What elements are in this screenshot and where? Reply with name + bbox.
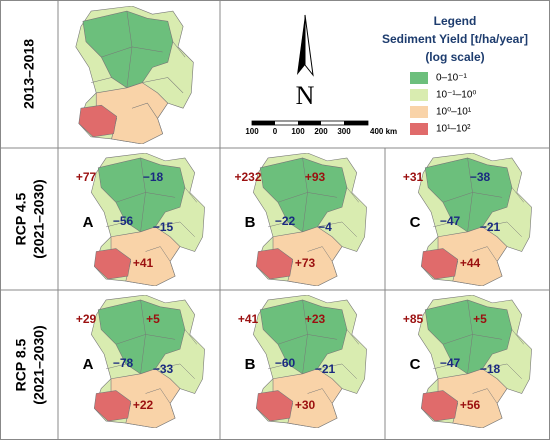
change-label: +232 [234,170,261,184]
legend-item: 10⁻¹–10⁰ [436,90,476,101]
change-label: −21 [315,362,336,376]
legend-title: Legend [434,14,477,28]
panel-letter: C [410,214,421,231]
change-label: −78 [113,356,134,370]
panel-letter: B [245,214,256,231]
change-label: +22 [133,398,154,412]
panel-letter: C [410,356,421,373]
legend-swatch [410,106,428,118]
change-label: +41 [133,256,154,270]
change-label: −33 [153,362,174,376]
change-label: +85 [403,312,424,326]
panel-letter: B [245,356,256,373]
change-label: −4 [318,220,332,234]
change-label: +77 [76,170,97,184]
change-label: −38 [470,170,491,184]
change-label: +31 [403,170,424,184]
change-label: +23 [305,312,326,326]
change-label: −56 [113,214,134,228]
scale-bar [251,120,369,126]
scale-label: 100 [245,127,259,136]
legend-subtitle: Sediment Yield [t/ha/year] [382,32,528,46]
change-label: −22 [275,214,296,228]
legend-item: 10⁰–10¹ [436,107,472,118]
change-label: +56 [460,398,481,412]
panel-letter: A [83,214,94,231]
legend-swatch [410,89,428,101]
scale-label: 400 km [370,127,397,136]
change-label: +5 [473,312,487,326]
panel-letter: A [83,356,94,373]
change-label: −18 [480,362,501,376]
scale-label: 0 [273,127,278,136]
legend-swatch [410,123,428,135]
scale-label: 300 [337,127,351,136]
change-label: −15 [153,220,174,234]
change-label: +93 [305,170,326,184]
baseline-map [75,6,194,144]
legend-swatch [410,72,428,84]
row-sublabel: (2021–2030) [31,179,47,258]
change-label: −47 [440,356,461,370]
change-label: +5 [146,312,160,326]
row-label: 2013–2018 [21,39,37,109]
legend-item: 10¹–10² [436,124,471,135]
row-label: RCP 4.5 [13,192,29,245]
change-label: −60 [275,356,296,370]
north-arrow: N [296,14,315,110]
scale-label: 100 [291,127,305,136]
change-label: −47 [440,214,461,228]
change-label: −21 [480,220,501,234]
change-label: +30 [295,398,316,412]
scale-label: 200 [314,127,328,136]
row-sublabel: (2021–2030) [31,325,47,404]
north-label: N [296,81,315,110]
change-label: −18 [143,170,164,184]
change-label: +29 [76,312,97,326]
row-label: RCP 8.5 [13,338,29,391]
change-label: +44 [460,256,481,270]
legend-note: (log scale) [425,50,484,64]
legend-item: 0–10⁻¹ [436,73,468,84]
change-label: +41 [238,312,259,326]
change-label: +73 [295,256,316,270]
